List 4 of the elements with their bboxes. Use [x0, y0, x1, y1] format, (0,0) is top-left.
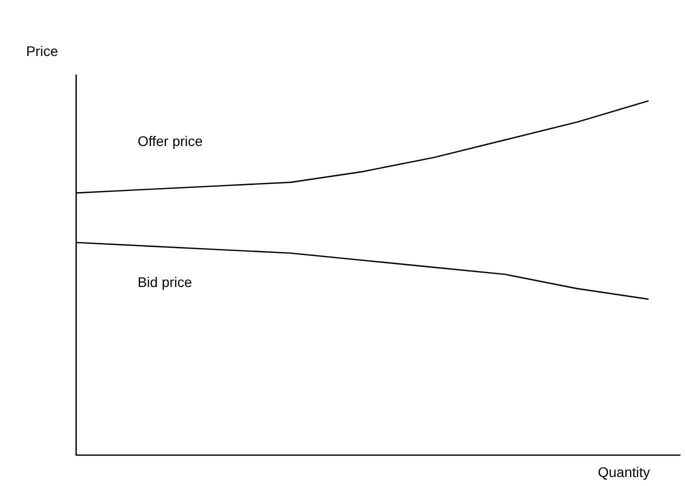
text: Offer price	[138, 133, 203, 150]
series-label: Bid price	[138, 274, 192, 290]
y-axis-title: Price	[26, 42, 58, 59]
x-axis-title: Quantity	[598, 464, 650, 480]
